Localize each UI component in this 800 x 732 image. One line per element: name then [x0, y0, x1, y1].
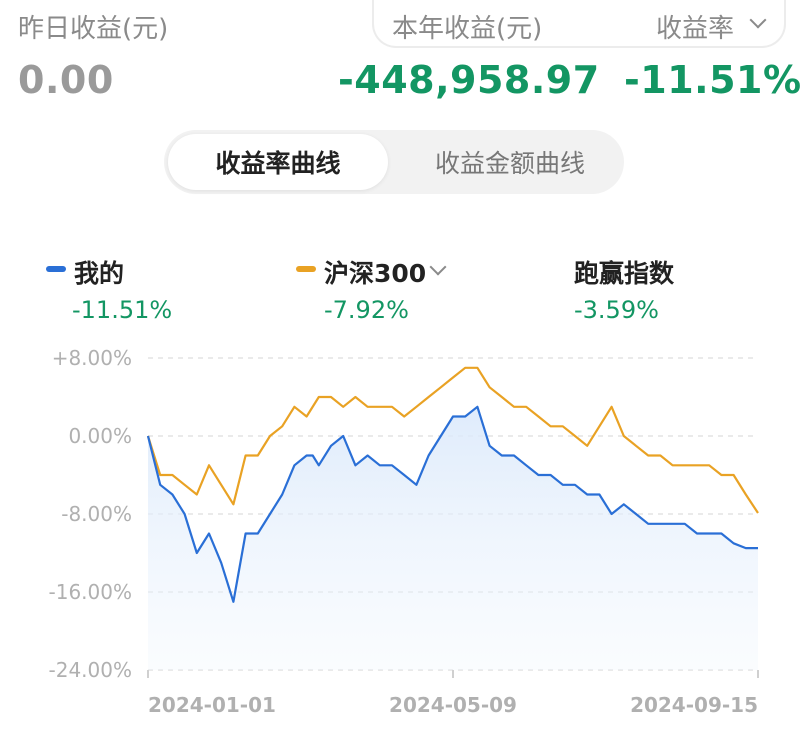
benchmark-selector[interactable]: 沪深300 [324, 254, 426, 290]
benchmark-chevron-down-icon[interactable] [429, 258, 447, 276]
legend-mine-value: -11.51% [72, 296, 173, 324]
tab-amount-curve[interactable]: 收益金额曲线 [434, 149, 585, 178]
y-tick-label: 0.00% [68, 424, 132, 448]
mine-area-fill [148, 406, 758, 670]
yesterday-label: 昨日收益(元) [18, 14, 169, 44]
x-tick-label: 2024-01-01 [148, 693, 276, 717]
year-label: 本年收益(元) [392, 14, 543, 44]
legend-outperform-name: 跑赢指数 [574, 259, 675, 288]
series-line-mine [146, 405, 758, 603]
mine-legend-marker [46, 266, 66, 272]
benchmark-legend-marker [296, 266, 316, 272]
return-chart[interactable]: +8.00% 0.00% -8.00% -16.00% -24.00% 2024-01-… [0, 330, 800, 732]
yesterday-value: 0.00 [18, 58, 114, 102]
curve-tabs: 收益率曲线 收益金额曲线 [164, 130, 624, 194]
rate-selector[interactable]: 收益率 [656, 8, 734, 45]
legend-outperform-value: -3.59% [574, 296, 659, 324]
year-value: -448,958.97 [338, 58, 600, 102]
rate-label: 收益率 [656, 14, 735, 44]
y-tick-label: -24.00% [49, 658, 132, 682]
rate-value: -11.51% [624, 58, 800, 102]
y-tick-label: -8.00% [61, 502, 132, 526]
legend-mine-name: 我的 [74, 259, 125, 288]
x-tick-label: 2024-05-09 [389, 693, 517, 717]
x-tick-label: 2024-09-15 [630, 693, 758, 717]
y-tick-label: +8.00% [52, 346, 132, 370]
series-line-benchmark [146, 366, 759, 514]
legend-benchmark-name: 沪深300 [324, 259, 427, 288]
tab-rate-curve[interactable]: 收益率曲线 [168, 134, 388, 190]
y-tick-label: -16.00% [49, 580, 132, 604]
legend-benchmark-value: -7.92% [324, 296, 409, 324]
summary-selector [372, 0, 786, 48]
